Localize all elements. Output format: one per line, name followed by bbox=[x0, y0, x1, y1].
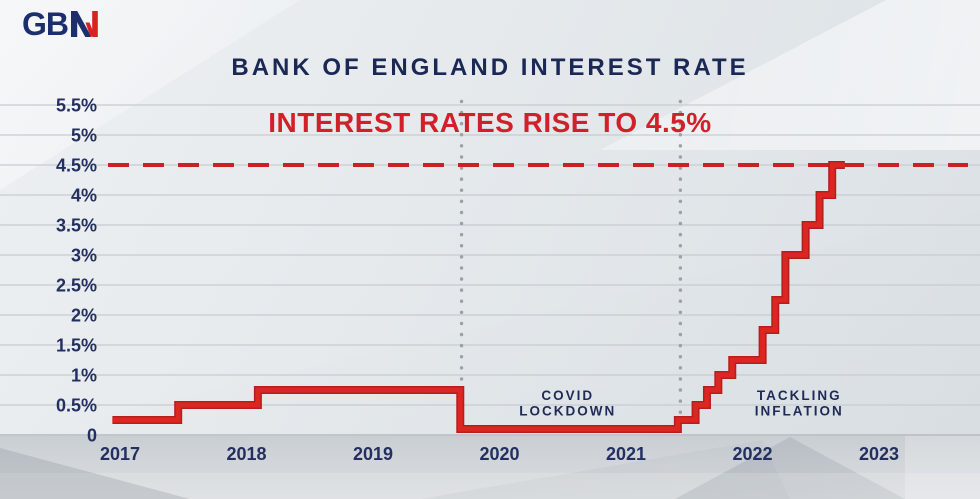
y-tick-label: 1% bbox=[71, 366, 97, 386]
x-tick-label: 2020 bbox=[479, 444, 519, 464]
y-tick-label: 0.5% bbox=[56, 396, 97, 416]
x-tick-label: 2019 bbox=[353, 444, 393, 464]
x-tick-label: 2018 bbox=[226, 444, 266, 464]
x-tick-label: 2023 bbox=[859, 444, 899, 464]
x-tick-label: 2022 bbox=[732, 444, 772, 464]
gbn-n-icon bbox=[71, 11, 98, 37]
x-tick-label: 2017 bbox=[100, 444, 140, 464]
headline-banner: INTEREST RATES RISE TO 4.5% bbox=[268, 107, 712, 138]
y-tick-label: 3.5% bbox=[56, 216, 97, 236]
gbn-logo: GB bbox=[22, 6, 99, 42]
y-tick-label: 2.5% bbox=[56, 276, 97, 296]
y-tick-label: 4% bbox=[71, 186, 97, 206]
annotation-label: TACKLING bbox=[757, 388, 842, 403]
annotation-label: COVID bbox=[541, 388, 594, 403]
y-tick-label: 1.5% bbox=[56, 336, 97, 356]
y-tick-label: 0 bbox=[87, 426, 97, 446]
x-tick-label: 2021 bbox=[606, 444, 646, 464]
page-title: BANK OF ENGLAND INTEREST RATE bbox=[231, 54, 749, 81]
rate-line-outline bbox=[112, 161, 845, 433]
floor-lower-strip bbox=[0, 473, 980, 499]
y-tick-label: 2% bbox=[71, 306, 97, 326]
gbn-logo-text: GB bbox=[22, 6, 69, 42]
y-tick-label: 4.5% bbox=[56, 156, 97, 176]
axis-floor-band bbox=[0, 436, 980, 499]
y-tick-label: 3% bbox=[71, 246, 97, 266]
y-tick-label: 5% bbox=[71, 126, 97, 146]
annotation-label: INFLATION bbox=[755, 404, 844, 419]
y-tick-label: 5.5% bbox=[56, 96, 97, 116]
rate-line bbox=[112, 162, 845, 432]
annotation-label: LOCKDOWN bbox=[519, 404, 616, 419]
floor-light-panel bbox=[905, 436, 980, 499]
